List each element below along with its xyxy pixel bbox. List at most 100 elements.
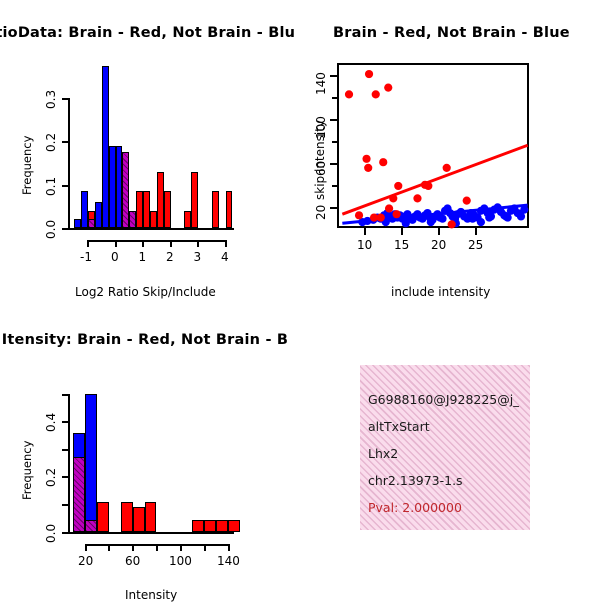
- panel-scatter-xtick-25: [475, 228, 478, 235]
- scatter-point: [401, 219, 410, 228]
- scatter-point: [364, 163, 373, 172]
- histogram-bar: [88, 219, 95, 228]
- panel-intensity-xtick-label-140: 140: [217, 554, 240, 568]
- scatter-point: [376, 213, 385, 222]
- scatter-point: [389, 194, 398, 203]
- histogram-bar: [149, 210, 157, 228]
- panel-scatter-ytick-label-60: 60: [314, 160, 328, 176]
- scatter-point: [392, 210, 401, 219]
- panel-intensity-ytick-04: [62, 421, 68, 424]
- scatter-point: [413, 194, 422, 203]
- info-box-lines: G6988160@J928225@j_ altTxStart Lhx2 chr2.13…: [300, 310, 600, 600]
- panel-ratio-xlabel: Log2 Ratio Skip/Include: [75, 285, 216, 299]
- panel-scatter-ytick-label-20: 20: [314, 204, 328, 220]
- panel-ratio-xtick-4: [197, 240, 200, 247]
- scatter-point: [369, 213, 379, 222]
- histogram-bar: [192, 519, 205, 532]
- scatter-point: [485, 213, 494, 222]
- panel-scatter-xlabel: include intensity: [391, 285, 491, 299]
- panel-ratio-xtick-0: [87, 240, 90, 247]
- histogram-bar: [96, 501, 109, 532]
- panel-scatter: Brain - Red, Not Brain - Blue skip inten…: [300, 0, 600, 310]
- scatter-point: [384, 204, 394, 213]
- panel-scatter-ytick-80: [332, 141, 337, 144]
- histogram-bar: [163, 191, 171, 228]
- histogram-bar: [122, 152, 130, 228]
- scatter-point: [379, 158, 388, 167]
- histogram-bar: [108, 145, 116, 228]
- panel-ratio-xtick-label-0: -1: [80, 250, 92, 264]
- panel-ratio-xtick-label-2: 1: [138, 250, 147, 264]
- scatter-point: [520, 205, 529, 214]
- panel-intensity-ytick-05: [62, 394, 68, 397]
- panel-intensity-xtick-20: [85, 544, 88, 551]
- histogram-bar: [136, 191, 144, 228]
- scatter-point: [362, 154, 371, 163]
- scatter-point: [424, 181, 433, 191]
- scatter-point: [364, 69, 374, 79]
- info-pval: Pval: 2.000000: [368, 500, 462, 515]
- panel-ratio-xtick-label-4: 3: [193, 250, 202, 264]
- panel-ratio-bars: [0, 0, 300, 310]
- scatter-point: [344, 90, 354, 99]
- scatter-point: [438, 214, 447, 223]
- panel-intensity-histogram: ne Itensity: Brain - Red, Not Brain - B …: [0, 310, 300, 602]
- panel-intensity-xtick-100: [180, 544, 183, 551]
- scatter-point: [371, 90, 380, 99]
- panel-ratio-ytick-2: [62, 141, 68, 144]
- info-box: [360, 365, 530, 530]
- panel-scatter-title: Brain - Red, Not Brain - Blue: [333, 25, 570, 41]
- panel-scatter-ytick-120: [332, 97, 337, 100]
- panel-scatter-xtick-10: [364, 228, 367, 235]
- panel-intensity-bars: [0, 310, 300, 600]
- panel-intensity-xtick-60: [132, 544, 135, 551]
- panel-scatter-ytick-60: [330, 163, 337, 166]
- panel-intensity-xtick-140: [228, 544, 231, 551]
- histogram-bar: [94, 202, 102, 228]
- scatter-point: [516, 212, 526, 221]
- panel-ratio-xtick-1: [114, 240, 117, 247]
- panel-ratio-histogram: RatioData: Brain - Red, Not Brain - Blu …: [0, 0, 300, 310]
- panel-scatter-ytick-40: [332, 185, 337, 188]
- histogram-bar: [216, 519, 228, 532]
- panel-scatter-xtick-label-15: 15: [394, 238, 410, 252]
- histogram-bar: [143, 191, 150, 228]
- histogram-bar: [144, 501, 157, 532]
- histogram-bar: [115, 145, 123, 228]
- scatter-point: [447, 220, 456, 229]
- scatter-point: [476, 217, 486, 227]
- trend-line: [341, 143, 529, 216]
- scatter-canvas: [341, 69, 529, 229]
- panel-scatter-xtick-label-10: 10: [357, 238, 373, 252]
- panel-intensity-xtick-label-60: 60: [125, 554, 141, 568]
- panel-scatter-xtick-15: [401, 228, 404, 235]
- info-line: G6988160@J928225@j_: [368, 392, 520, 407]
- scatter-point: [501, 212, 511, 221]
- panel-intensity-ytick-02: [62, 476, 68, 479]
- panel-ratio-title: RatioData: Brain - Red, Not Brain - Blu: [0, 25, 296, 41]
- panel-scatter-ytick-20: [330, 207, 337, 210]
- histogram-bar: [184, 210, 192, 228]
- histogram-bar: [129, 210, 137, 228]
- panel-scatter-xtick-label-25: 25: [468, 238, 484, 252]
- histogram-bar: [81, 191, 89, 228]
- histogram-bar: [156, 171, 164, 228]
- scatter-point: [384, 83, 393, 92]
- panel-intensity-ytick-0: [62, 531, 68, 534]
- panel-intensity-xtick-120: [204, 544, 207, 551]
- histogram-bar: [101, 65, 109, 228]
- histogram-bar: [211, 191, 219, 228]
- panel-ratio-xtick-5: [224, 240, 227, 247]
- panel-ratio-xtick-label-5: 4: [221, 250, 229, 264]
- panel-ratio-xtick-label-1: 0: [111, 250, 119, 264]
- panel-ratio-baseline: [68, 228, 234, 231]
- panel-scatter-plotarea: [337, 63, 529, 229]
- panel-intensity-ytick-03: [62, 449, 68, 452]
- panel-intensity-ytick-01: [62, 504, 68, 507]
- histogram-bar: [85, 394, 97, 532]
- panel-info: G6988160@J928225@j_ altTxStart Lhx2 chr2.13…: [300, 310, 600, 600]
- info-line: altTxStart: [368, 419, 430, 434]
- histogram-bar: [225, 191, 233, 228]
- panel-ratio-xtick-2: [142, 240, 145, 247]
- panel-ratio-xtick-3: [169, 240, 172, 247]
